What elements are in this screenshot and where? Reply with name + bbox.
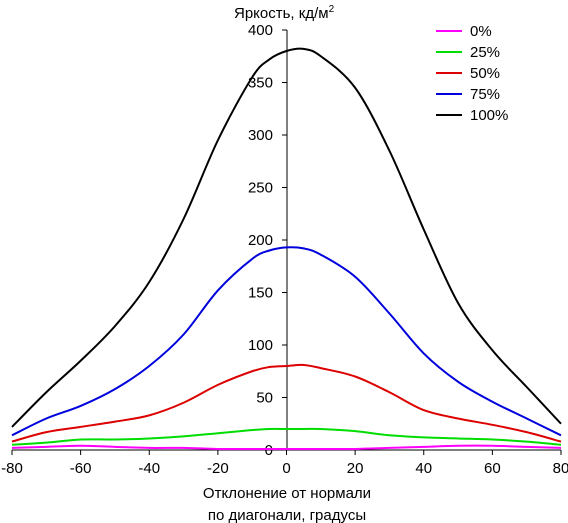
y-tick-label: 50 [256, 390, 273, 407]
y-tick-label: 300 [248, 127, 273, 144]
y-axis-title-main: Яркость, кд/м [234, 5, 329, 22]
x-tick-label: 20 [347, 460, 364, 477]
series-line-75pct [11, 246, 562, 437]
x-tick-label: -80 [1, 460, 23, 477]
y-tick-label: 400 [248, 22, 273, 39]
legend-label: 100% [470, 107, 508, 124]
x-tick-label: 40 [415, 460, 432, 477]
y-tick-label: 250 [248, 180, 273, 197]
y-tick-label: 350 [248, 75, 273, 92]
x-tick-label: -60 [70, 460, 92, 477]
x-tick-label: 60 [484, 460, 501, 477]
y-ticks: 0 50 100 150 200 250 300 350 400 [248, 22, 287, 459]
series-lines [11, 47, 562, 451]
x-tick-label: 0 [282, 460, 290, 477]
x-axis-title-line1: Отклонение от нормали [203, 485, 371, 502]
y-tick-label: 200 [248, 232, 273, 249]
series-line-100pct [11, 47, 562, 428]
y-tick-label: 100 [248, 337, 273, 354]
x-axis-title-line2: по диагонали, градусы [208, 507, 366, 523]
y-axis-title: Яркость, кд/м2 [234, 4, 335, 22]
x-tick-label: -20 [207, 460, 229, 477]
legend: 0% 25% 50% 75% 100% [436, 23, 508, 124]
y-tick-label: 0 [265, 442, 273, 459]
legend-label: 25% [470, 44, 500, 61]
y-axis-title-sup: 2 [329, 4, 335, 15]
y-tick-label: 150 [248, 285, 273, 302]
series-line-0pct [11, 444, 562, 451]
legend-label: 75% [470, 86, 500, 103]
legend-label: 0% [470, 23, 492, 40]
x-tick-label: -40 [138, 460, 160, 477]
series-line-25pct [11, 427, 562, 446]
x-ticks: -80 -60 -40 -20 0 20 40 60 80 [1, 450, 568, 477]
legend-label: 50% [470, 65, 500, 82]
series-line-50pct [11, 363, 562, 443]
x-tick-label: 80 [553, 460, 568, 477]
